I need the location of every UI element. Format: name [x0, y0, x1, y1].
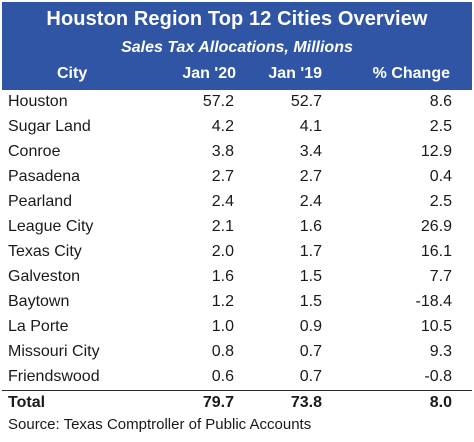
cell-percent-change: 16.1	[420, 243, 452, 260]
cell-percent-change: -0.8	[424, 368, 452, 385]
cell-jan-19: 1.7	[299, 243, 322, 260]
table-row: Sugar Land 4.2 4.1 2.5	[2, 115, 472, 140]
cell-percent-change: 0.4	[429, 168, 452, 185]
cell-city: League City	[8, 218, 94, 235]
cell-city: Missouri City	[8, 343, 100, 360]
total-label: Total	[8, 394, 46, 411]
table-row: Galveston 1.6 1.5 7.7	[2, 265, 472, 290]
cell-jan-19: 2.4	[299, 193, 322, 210]
cell-jan-20: 2.1	[211, 218, 234, 235]
table-row: Missouri City 0.8 0.7 9.3	[2, 340, 472, 365]
cell-jan-19: 1.5	[299, 268, 322, 285]
table-row: Baytown 1.2 1.5 -18.4	[2, 290, 472, 315]
table-row: Houston 57.2 52.7 8.6	[2, 90, 472, 115]
cell-jan-20: 4.2	[211, 118, 234, 135]
cell-jan-20: 2.7	[211, 168, 234, 185]
cell-percent-change: 7.7	[429, 268, 452, 285]
cell-percent-change: 12.9	[420, 143, 452, 160]
cell-city: Texas City	[8, 243, 82, 260]
table-body: Houston 57.2 52.7 8.6 Sugar Land 4.2 4.1…	[2, 90, 472, 390]
total-percent-change: 8.0	[429, 394, 452, 411]
chart-subtitle: Sales Tax Allocations, Millions	[121, 39, 353, 56]
cell-percent-change: 10.5	[420, 318, 452, 335]
cell-city: Pearland	[8, 193, 73, 210]
total-jan-20: 79.7	[202, 394, 234, 411]
total-jan-19: 73.8	[290, 394, 322, 411]
chart-title: Houston Region Top 12 Cities Overview	[46, 8, 428, 30]
cell-jan-19: 52.7	[290, 93, 322, 110]
cell-percent-change: 9.3	[429, 343, 452, 360]
table-row: Pearland 2.4 2.4 2.5	[2, 190, 472, 215]
cell-jan-19: 4.1	[299, 118, 322, 135]
cell-jan-20: 0.8	[211, 343, 234, 360]
column-header-percent-change: % Change	[372, 65, 450, 82]
cell-jan-19: 1.6	[299, 218, 322, 235]
cell-city: Friendswood	[8, 368, 100, 385]
table-row: League City 2.1 1.6 26.9	[2, 215, 472, 240]
cell-jan-19: 0.7	[299, 368, 322, 385]
cell-percent-change: 8.6	[429, 93, 452, 110]
cell-percent-change: 2.5	[429, 118, 452, 135]
table-row: Texas City 2.0 1.7 16.1	[2, 240, 472, 265]
table-row: Conroe 3.8 3.4 12.9	[2, 140, 472, 165]
cell-jan-20: 2.4	[211, 193, 234, 210]
column-header-jan-20: Jan '20	[182, 65, 236, 82]
cell-jan-20: 0.6	[211, 368, 234, 385]
cell-city: La Porte	[8, 318, 69, 335]
cell-jan-20: 57.2	[202, 93, 234, 110]
table-header: Houston Region Top 12 Cities Overview Sa…	[2, 2, 472, 90]
cell-city: Pasadena	[8, 168, 81, 185]
cell-jan-20: 1.2	[211, 293, 234, 310]
table-row: Friendswood 0.6 0.7 -0.8	[2, 365, 472, 390]
cell-jan-19: 2.7	[299, 168, 322, 185]
column-header-city: City	[57, 65, 88, 82]
cell-city: Baytown	[8, 293, 70, 310]
cell-jan-20: 1.0	[211, 318, 234, 335]
table-row: La Porte 1.0 0.9 10.5	[2, 315, 472, 340]
cell-jan-20: 3.8	[211, 143, 234, 160]
cell-percent-change: 26.9	[420, 218, 452, 235]
cell-city: Galveston	[8, 268, 81, 285]
cell-jan-19: 3.4	[299, 143, 322, 160]
cell-city: Sugar Land	[8, 118, 91, 135]
column-header-jan-19: Jan '19	[268, 65, 322, 82]
cell-jan-19: 1.5	[299, 293, 322, 310]
cell-jan-19: 0.7	[299, 343, 322, 360]
cell-city: Houston	[8, 93, 68, 110]
cell-jan-20: 2.0	[211, 243, 234, 260]
cell-percent-change: -18.4	[415, 293, 452, 310]
cell-jan-20: 1.6	[211, 268, 234, 285]
total-row: Total 79.7 73.8 8.0	[2, 390, 472, 415]
cell-city: Conroe	[8, 143, 61, 160]
cell-jan-19: 0.9	[299, 318, 322, 335]
table-row: Pasadena 2.7 2.7 0.4	[2, 165, 472, 190]
cell-percent-change: 2.5	[429, 193, 452, 210]
source-note: Source: Texas Comptroller of Public Acco…	[8, 416, 312, 433]
